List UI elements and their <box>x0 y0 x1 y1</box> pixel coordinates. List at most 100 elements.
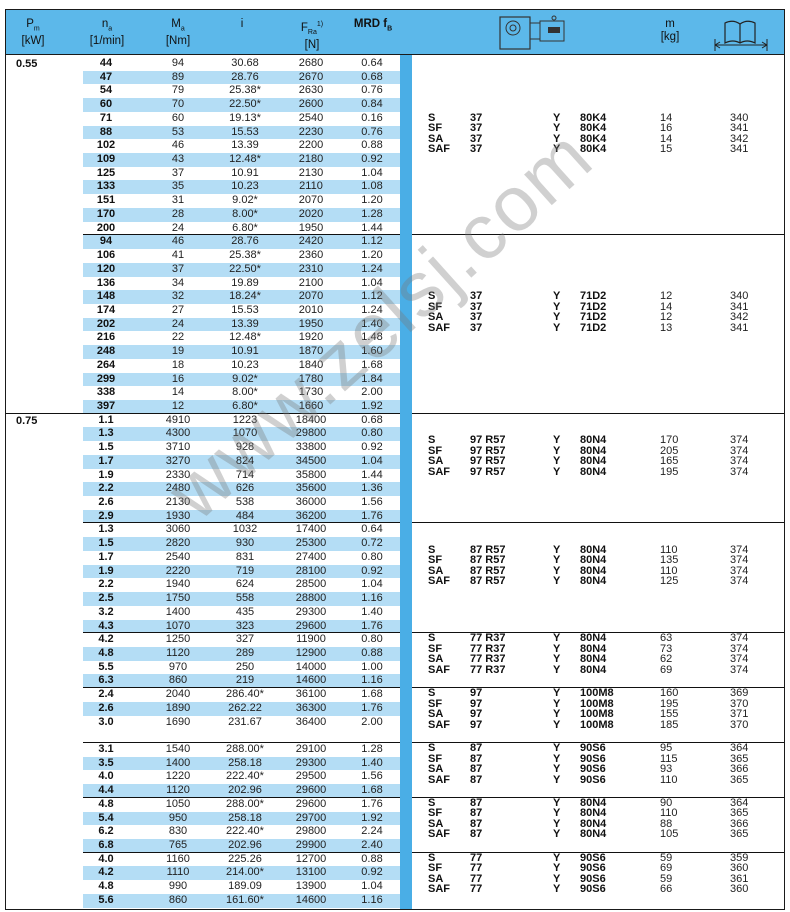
radial-load-cell: 29600 <box>295 797 327 810</box>
row-stripe <box>83 372 400 387</box>
motor-cell: 80K4 <box>580 111 607 124</box>
radial-load-cell: 12700 <box>295 852 327 865</box>
page-cell: 364 <box>730 742 749 754</box>
speed-cell: 202 <box>96 317 116 330</box>
mass-cell: 59 <box>660 872 673 885</box>
ratio-cell: 250 <box>235 660 255 673</box>
speed-cell: 102 <box>96 139 116 152</box>
torque-cell: 32 <box>171 290 185 303</box>
row-stripe <box>83 482 400 497</box>
size-cell: 77 <box>470 862 483 875</box>
header-fra: FRa1) [N] <box>300 21 324 52</box>
ratio-cell: 626 <box>235 482 255 495</box>
radial-load-cell: 1840 <box>298 358 324 371</box>
motor-cell: 80N4 <box>580 642 607 655</box>
radial-load-cell: 29800 <box>295 825 327 838</box>
service-factor-cell: 1.56 <box>361 770 383 783</box>
type-cell: SAF <box>428 828 450 841</box>
speed-cell: 174 <box>96 303 116 316</box>
torque-cell: 37 <box>171 166 185 179</box>
size-cell: 87 R57 <box>470 554 506 567</box>
size-cell: 87 <box>470 807 483 820</box>
mass-cell: 14 <box>660 132 673 145</box>
mass-cell: 115 <box>660 752 678 765</box>
service-factor-cell: 0.84 <box>361 98 383 111</box>
ratio-cell: 10.23 <box>231 180 259 193</box>
motor-series-cell: Y <box>553 663 561 676</box>
speed-cell: 2.6 <box>98 496 114 509</box>
service-factor-cell: 1.04 <box>361 578 383 591</box>
motor-cell: 90S6 <box>580 862 606 875</box>
radial-load-cell: 2360 <box>298 249 324 262</box>
speed-cell: 170 <box>96 207 116 220</box>
group-separator <box>412 522 785 524</box>
type-cell: SAF <box>428 143 450 156</box>
motor-cell: 100M8 <box>580 687 614 700</box>
speed-cell: 148 <box>96 290 116 303</box>
ratio-cell: 6.80* <box>232 221 258 234</box>
service-factor-cell: 0.68 <box>361 70 383 83</box>
service-factor-cell: 1.68 <box>361 358 383 371</box>
ratio-cell: 19.13* <box>229 111 261 124</box>
speed-cell: 2.6 <box>98 701 114 714</box>
header-pm: Pm [kW] <box>21 18 45 48</box>
size-cell: 87 <box>470 773 483 786</box>
page-cell: 374 <box>730 632 749 645</box>
radial-load-cell: 33800 <box>295 441 327 454</box>
ratio-cell: 258.18 <box>228 756 262 769</box>
ratio-cell: 288.00* <box>226 797 264 810</box>
type-cell: S <box>428 851 436 864</box>
motor-series-cell: Y <box>553 321 561 334</box>
type-cell: SF <box>428 642 443 655</box>
service-factor-cell: 1.16 <box>361 893 383 906</box>
mass-cell: 195 <box>660 697 679 710</box>
motor-series-cell: Y <box>553 444 561 457</box>
motor-series-cell: Y <box>553 575 561 588</box>
service-factor-cell: 1.40 <box>361 605 383 618</box>
page-cell: 341 <box>730 300 749 313</box>
ratio-cell: 18.24* <box>229 290 261 303</box>
row-stripe <box>83 619 400 634</box>
torque-cell: 46 <box>171 235 185 248</box>
motor-cell: 80N4 <box>580 564 607 577</box>
torque-cell: 1120 <box>166 646 190 659</box>
service-factor-cell: 1.76 <box>361 619 383 632</box>
motor-cell: 80N4 <box>580 434 607 447</box>
catalog-page-icon <box>714 20 768 51</box>
page-cell: 374 <box>730 564 749 577</box>
torque-cell: 1930 <box>165 509 191 522</box>
ratio-cell: 19.89 <box>231 276 259 289</box>
power-separator <box>5 412 785 414</box>
mass-cell: 110 <box>660 543 678 556</box>
torque-cell: 1220 <box>165 770 191 783</box>
page-cell: 366 <box>730 763 749 775</box>
type-cell: SAF <box>428 718 450 731</box>
page-cell: 341 <box>730 321 749 334</box>
group-separator <box>83 687 400 689</box>
service-factor-cell: 1.92 <box>361 811 383 824</box>
speed-cell: 2.2 <box>98 482 114 495</box>
speed-cell: 200 <box>96 221 116 234</box>
speed-cell: 133 <box>96 180 116 193</box>
row-stripe <box>83 262 400 277</box>
size-cell: 87 <box>470 796 483 809</box>
radial-load-cell: 2070 <box>298 290 324 303</box>
service-factor-cell: 2.00 <box>361 715 383 728</box>
type-cell: S <box>428 290 436 303</box>
motor-series-cell: Y <box>553 554 561 567</box>
motor-series-cell: Y <box>553 796 561 809</box>
page-cell: 374 <box>730 434 749 447</box>
radial-load-cell: 29300 <box>295 756 327 769</box>
radial-load-cell: 1730 <box>298 386 324 399</box>
torque-cell: 1160 <box>166 852 190 865</box>
page-cell: 340 <box>730 290 749 303</box>
ratio-cell: 202.96 <box>228 784 262 797</box>
ratio-cell: 222.40* <box>226 825 264 838</box>
motor-cell: 80N4 <box>580 444 607 457</box>
mass-cell: 63 <box>660 632 673 645</box>
page-cell: 369 <box>730 687 749 700</box>
service-factor-cell: 1.60 <box>361 345 383 358</box>
torque-cell: 2820 <box>165 537 191 550</box>
ratio-cell: 10.91 <box>231 166 259 179</box>
